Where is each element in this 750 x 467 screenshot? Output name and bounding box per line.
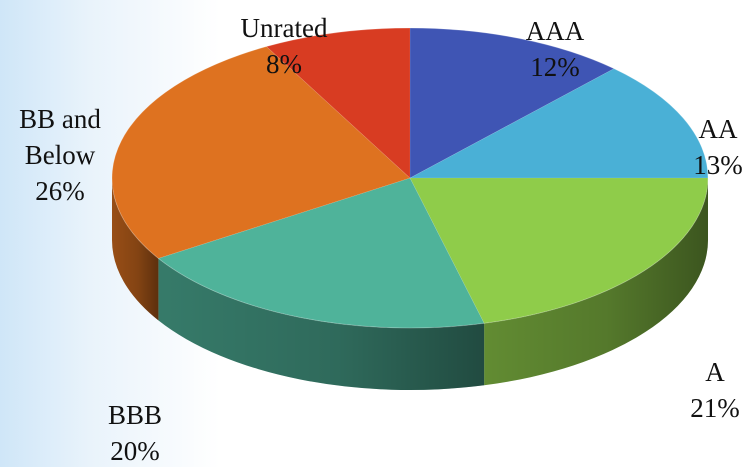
data-label-line: A	[705, 357, 725, 387]
data-label-line: 20%	[110, 436, 160, 466]
data-label-line: 12%	[530, 52, 580, 82]
data-label-aaa: AAA 12%	[526, 16, 585, 82]
pie-slice-unrated	[265, 27, 411, 179]
data-label-bb-and-below: BB and Below 26%	[19, 104, 101, 206]
data-label-line: BBB	[108, 400, 162, 430]
pie-top-layer	[111, 27, 709, 329]
data-label-line: AAA	[526, 16, 585, 46]
pie-slice-side-shade-bb-and-below	[112, 178, 159, 321]
data-label-line: 8%	[266, 49, 302, 79]
pie-slice-aa	[409, 68, 709, 179]
pie-slice-aaa	[409, 27, 615, 179]
data-label-line: BB and	[19, 104, 101, 134]
pie-depth-layer	[112, 178, 708, 390]
pie-slice-bbb	[157, 177, 485, 329]
data-label-line: Below	[25, 140, 96, 170]
pie-slice-bb-and-below	[111, 46, 411, 259]
data-label-a: A 21%	[690, 357, 740, 423]
data-labels-layer: AAA 12% AA 13% A 21% BBB 20% BB and Below 26% Unrat…	[19, 13, 743, 466]
pie-slice-a	[409, 177, 709, 324]
data-label-unrated: Unrated 8%	[241, 13, 328, 79]
data-label-line: 13%	[693, 150, 743, 180]
data-label-bbb: BBB 20%	[108, 400, 162, 466]
data-label-line: 26%	[35, 176, 85, 206]
data-label-line: Unrated	[241, 13, 328, 43]
pie-rim	[111, 27, 709, 329]
data-label-line: AA	[699, 114, 738, 144]
data-label-line: 21%	[690, 393, 740, 423]
data-label-aa: AA 13%	[693, 114, 743, 180]
pie-slice-side-shade-a	[484, 178, 708, 386]
pie-slice-side-shade-bbb	[158, 258, 485, 390]
